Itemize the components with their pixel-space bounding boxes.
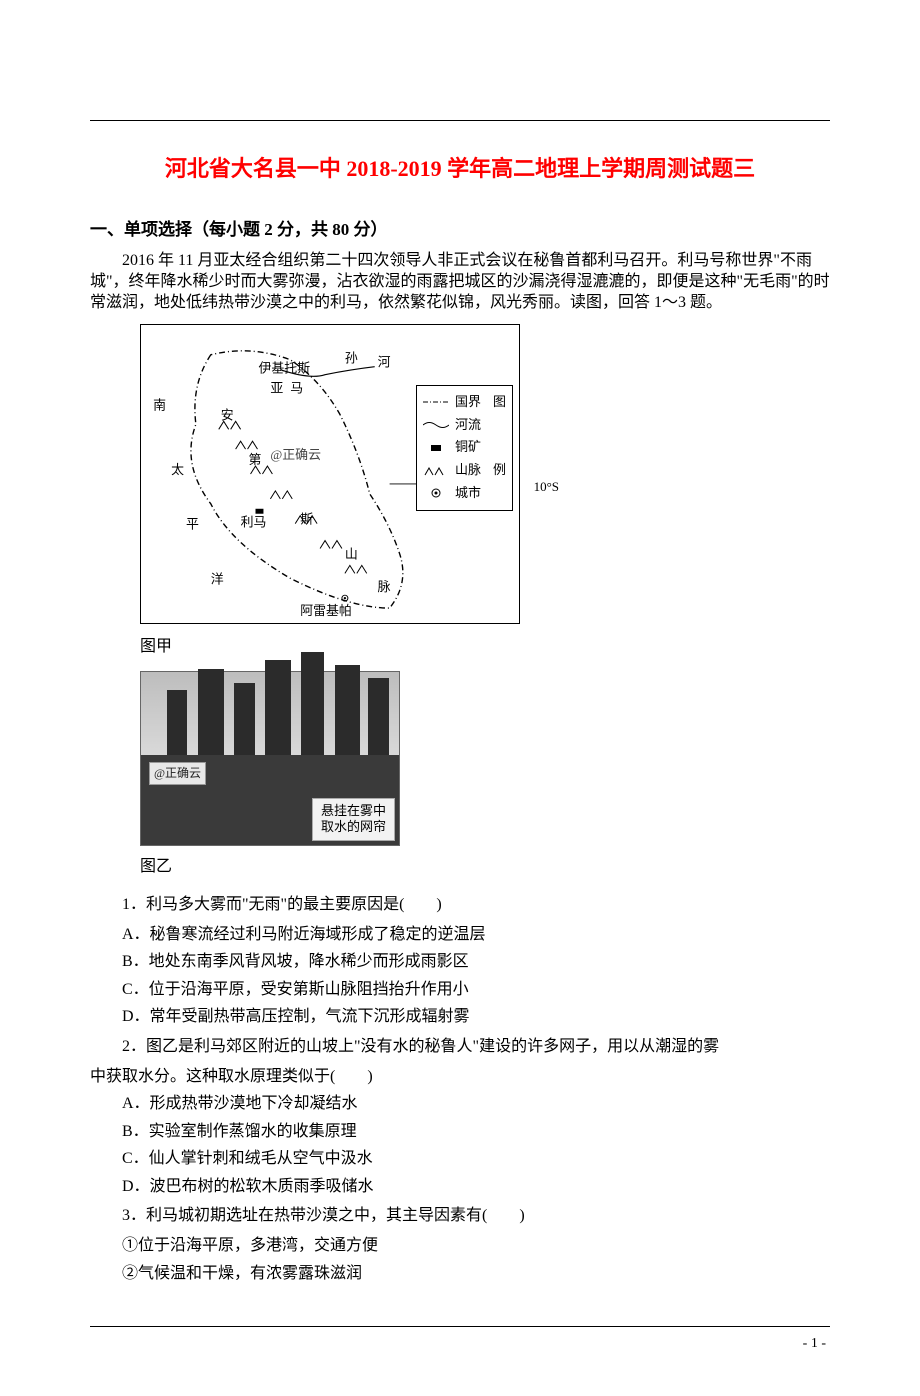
q2-opt-a: A．形成热带沙漠地下冷却凝结水: [90, 1091, 830, 1117]
photo-caption-line2: 取水的网帘: [321, 819, 386, 836]
passage-text: 2016 年 11 月亚太经合组织第二十四次领导人非正式会议在秘鲁首都利马召开。…: [90, 251, 830, 313]
photo-building: [198, 669, 224, 756]
legend-row-border: 国界 图: [423, 392, 506, 413]
lat-label: 10°S: [534, 477, 559, 498]
photo-building: [167, 690, 188, 756]
legend-label-mountain: 山脉: [455, 460, 481, 481]
city-lima: 利马: [241, 514, 267, 529]
legend-label-border: 国界: [455, 392, 481, 413]
amazon-2: 马: [290, 380, 303, 395]
photo-building: [368, 678, 389, 756]
photo-figure: @正确云 悬挂在雾中 取水的网帘: [140, 671, 400, 846]
section-heading: 一、单项选择（每小题 2 分，共 80 分）: [90, 216, 830, 243]
caption-photo: 图乙: [140, 854, 830, 880]
city-iquitos: 伊基托斯: [258, 360, 310, 375]
legend-side-2: 例: [493, 460, 506, 481]
arequipa-dot: [344, 597, 346, 599]
map-watermark: @正确云: [270, 447, 321, 462]
lima-marker: [256, 509, 264, 514]
legend-row-city: 城市: [423, 483, 506, 504]
photo-building: [301, 652, 324, 756]
q2-stem-line2: 中获取水分。这种取水原理类似于( ): [90, 1064, 830, 1090]
legend-side-1: 图: [493, 392, 506, 413]
legend-row-copper: 铜矿: [423, 437, 506, 458]
legend-label-river: 河流: [455, 415, 481, 436]
map-figure: 伊基托斯 孙 河 亚 马 南 安 第 斯 山 脉 太 平 洋 利马 阿雷: [140, 324, 520, 624]
q1-opt-b: B．地处东南季风背风坡，降水稀少而形成雨影区: [90, 949, 830, 975]
ocean-2: 平: [186, 516, 199, 531]
q1-opt-c: C．位于沿海平原，受安第斯山脉阻挡抬升作用小: [90, 977, 830, 1003]
q2-opt-c: C．仙人掌针刺和绒毛从空气中汲水: [90, 1146, 830, 1172]
andes-5: 脉: [378, 579, 391, 594]
q1-stem: 1．利马多大雾而"无雨"的最主要原因是( ): [90, 892, 830, 918]
q2-opt-b: B．实验室制作蒸馏水的收集原理: [90, 1119, 830, 1145]
caption-map: 图甲: [140, 634, 830, 660]
ocean-3: 洋: [211, 571, 224, 586]
q3-sub-2: ②气候温和干燥，有浓雾露珠滋润: [90, 1261, 830, 1287]
legend-label-copper: 铜矿: [455, 437, 481, 458]
river-char-1: 孙: [345, 351, 358, 366]
q2-opt-d: D．波巴布树的松软木质雨季吸储水: [90, 1174, 830, 1200]
legend-row-river: 河流: [423, 415, 506, 436]
photo-caption-line1: 悬挂在雾中: [321, 803, 386, 820]
legend-label-city: 城市: [455, 483, 481, 504]
q1-opt-a: A．秘鲁寒流经过利马附近海域形成了稳定的逆温层: [90, 922, 830, 948]
city-arequipa: 阿雷基帕: [300, 603, 352, 618]
top-rule: [90, 120, 830, 121]
q1-opt-d: D．常年受副热带高压控制，气流下沉形成辐射雾: [90, 1004, 830, 1030]
q3-stem: 3．利马城初期选址在热带沙漠之中，其主导因素有( ): [90, 1203, 830, 1229]
q2-stem-line1: 2．图乙是利马郊区附近的山坡上"没有水的秘鲁人"建设的许多网子，用以从潮湿的雾: [90, 1034, 830, 1060]
page-number: - 1 -: [90, 1333, 830, 1355]
ocean-1: 太: [171, 462, 184, 477]
map-legend: 国界 图 河流 铜矿 山脉 例 城市: [416, 385, 513, 511]
document-title: 河北省大名县一中 2018-2019 学年高二地理上学期周测试题三: [90, 151, 830, 186]
andes-2: 第: [249, 452, 262, 467]
photo-caption-box: 悬挂在雾中 取水的网帘: [312, 798, 395, 842]
footer-rule: [90, 1326, 830, 1327]
andes-1: 安: [221, 407, 234, 422]
photo-building: [265, 660, 291, 755]
label-south: 南: [153, 397, 166, 412]
andes-4: 山: [345, 546, 358, 561]
photo-watermark: @正确云: [149, 762, 206, 785]
q3-sub-1: ①位于沿海平原，多港湾，交通方便: [90, 1233, 830, 1259]
photo-building: [335, 665, 361, 755]
legend-row-mountain: 山脉 例: [423, 460, 506, 481]
river-char-2: 河: [378, 354, 391, 369]
amazon-1: 亚: [270, 380, 283, 395]
photo-building: [234, 683, 255, 756]
